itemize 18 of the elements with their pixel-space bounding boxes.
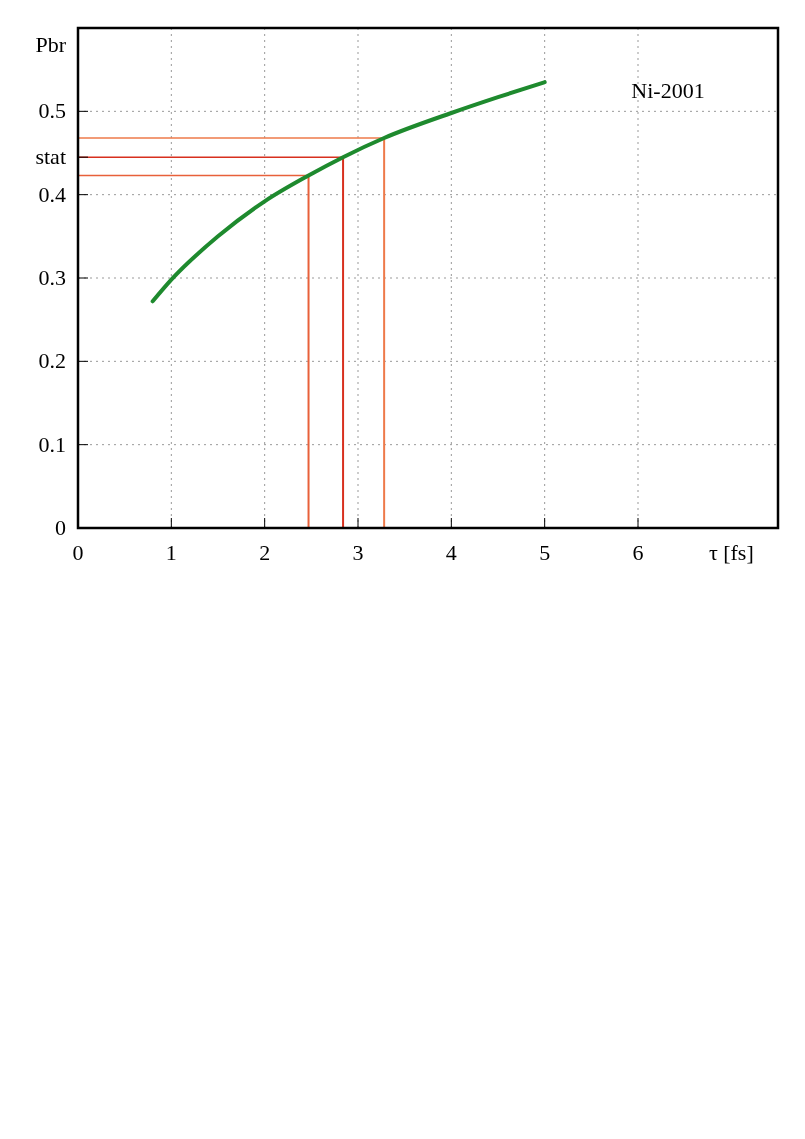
y-tick-label: 0.1 [38, 431, 66, 457]
annotation: Ni-2001 [631, 78, 705, 103]
line-series [150, 80, 547, 304]
x-tick-label: 2 [259, 540, 271, 565]
x-axis-title: τ [fs] [708, 540, 754, 565]
y-tick-label: 0.5 [38, 98, 66, 124]
y-tick-label: stat [35, 144, 66, 170]
x-tick-label: 3 [352, 540, 364, 565]
x-tick-label: 5 [539, 540, 551, 565]
y-tick-label: 0.4 [38, 181, 66, 207]
x-tick-label: 6 [632, 540, 644, 565]
y-tick-label: 0.3 [38, 265, 66, 290]
x-tick-label: 0 [72, 540, 84, 565]
y-tick-label: 0.2 [38, 348, 66, 374]
y-tick-label: 0 [55, 515, 66, 540]
y-axis-title: Pbr [35, 31, 67, 57]
x-tick-label: 4 [445, 540, 457, 565]
x-tick-label: 1 [165, 540, 177, 565]
